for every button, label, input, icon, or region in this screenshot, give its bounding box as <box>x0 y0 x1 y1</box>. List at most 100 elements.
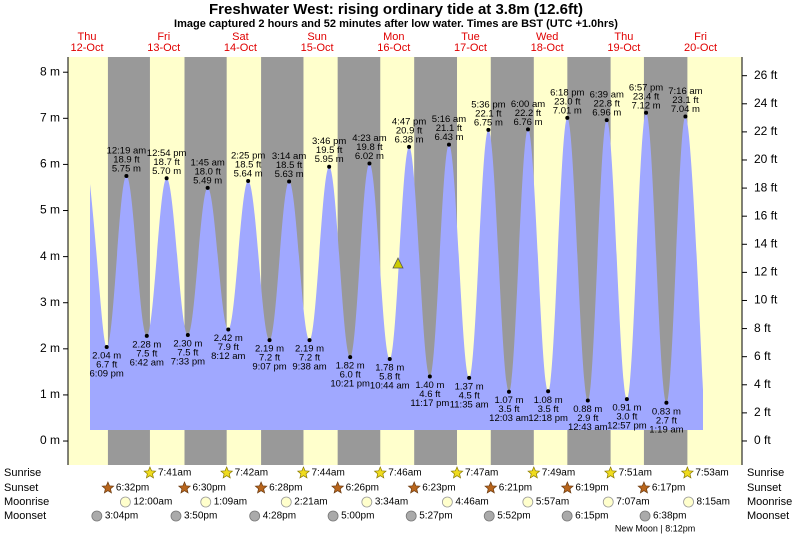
y2-tick-label: 6 ft <box>754 349 771 363</box>
moon-phase: New Moon | 8:12pm <box>615 523 695 533</box>
tide-m-label: 2.19 m <box>295 344 324 355</box>
low-tide-dot <box>585 398 590 403</box>
high-tide-dot <box>525 127 530 132</box>
moonrise-time: 8:15am <box>697 497 730 508</box>
tide-time: 2:25 pm <box>231 151 265 162</box>
moonset-time: 6:15pm <box>575 511 608 522</box>
moonset-time: 5:00pm <box>341 511 374 522</box>
moonset-time: 6:38pm <box>653 511 686 522</box>
tide-ft-label: 18.5 ft <box>235 160 262 171</box>
y2-tick-label: 4 ft <box>754 377 771 391</box>
tide-time: 10:44 am <box>370 380 410 391</box>
sunset-time: 6:23pm <box>422 483 455 494</box>
sunrise-icon <box>373 466 387 479</box>
sunrise-icon <box>527 466 541 479</box>
tide-time: 12:03 am <box>489 413 529 424</box>
tide-m-label: 5.95 m <box>315 154 344 165</box>
tide-m-label: 1.37 m <box>455 381 484 392</box>
moonrise-icon <box>119 496 131 508</box>
tide-m-label: 5.64 m <box>234 169 263 180</box>
high-tide-dot <box>124 173 129 178</box>
tide-area <box>90 112 703 430</box>
tide-time: 3:46 pm <box>312 136 346 147</box>
moonset-icon <box>639 510 651 522</box>
moonrise-icon <box>522 496 534 508</box>
moonset-icon <box>561 510 573 522</box>
y-tick-label: 4 m <box>40 249 60 263</box>
high-tide-dot <box>327 164 332 169</box>
low-tide-dot <box>267 338 272 343</box>
high-tide-dot <box>486 127 491 132</box>
moonset-icon <box>91 510 103 522</box>
chart-labels: 0 m 1 m 2 m 3 m 4 m 5 m 6 m 7 m 8 m 0 ft 2 ft 4 ft 6… <box>4 31 792 533</box>
y2-tick-label: 8 ft <box>754 321 771 335</box>
y2-tick-label: 22 ft <box>754 124 778 138</box>
tide-time: 5:36 pm <box>471 99 505 110</box>
tide-ft-label: 20.9 ft <box>396 125 423 136</box>
high-tide-dot <box>604 118 609 123</box>
row-label: Moonrise <box>4 496 49 508</box>
low-tide-dot <box>506 389 511 394</box>
high-tide-dot <box>683 114 688 119</box>
day-name: Fri <box>694 31 707 43</box>
moonrise-time: 12:00am <box>133 497 172 508</box>
tide-time: 1:45 am <box>191 157 225 168</box>
tide-ft-label: 3.5 ft <box>538 404 559 415</box>
current-tide-marker <box>392 257 404 269</box>
tide-ft-label: 23.1 ft <box>672 95 699 106</box>
row-label: Moonrise <box>747 496 792 508</box>
tide-m-label: 2.30 m <box>173 339 202 350</box>
low-tide-dot <box>104 344 109 349</box>
y-tick-label: 0 m <box>40 433 60 447</box>
moonrise-icon <box>441 496 453 508</box>
day-name: Fri <box>157 31 170 43</box>
tide-ft-label: 3.0 ft <box>616 412 637 423</box>
tide-m-label: 5.75 m <box>112 163 141 174</box>
tide-ft-label: 22.1 ft <box>475 108 502 119</box>
tide-time: 6:42 am <box>130 357 164 368</box>
tide-ft-label: 4.5 ft <box>459 390 480 401</box>
tide-ft-label: 7.2 ft <box>259 353 280 364</box>
y2-tick-label: 12 ft <box>754 265 778 279</box>
moonrise-time: 7:07am <box>616 497 649 508</box>
chart-subtitle: Image captured 2 hours and 52 minutes af… <box>174 18 618 30</box>
y-tick-label: 2 m <box>40 341 60 355</box>
moonrise-icon <box>602 496 614 508</box>
tide-m-label: 5.70 m <box>152 166 181 177</box>
sunset-time: 6:17pm <box>652 483 685 494</box>
tide-time: 10:21 pm <box>330 379 370 390</box>
sunrise-time: 7:53am <box>695 468 728 479</box>
y2-tick-label: 14 ft <box>754 236 778 250</box>
tide-ft-label: 2.7 ft <box>656 415 677 426</box>
y-tick-label: 5 m <box>40 203 60 217</box>
high-tide-dot <box>367 161 372 166</box>
moonset-time: 3:50pm <box>184 511 217 522</box>
day-name: Wed <box>536 31 558 43</box>
sunset-time: 6:32pm <box>116 483 149 494</box>
tide-ft-label: 21.1 ft <box>436 123 463 134</box>
tide-ft-label: 18.5 ft <box>276 160 303 171</box>
low-tide-dot <box>427 374 432 379</box>
sunset-time: 6:28pm <box>269 483 302 494</box>
day-name: Mon <box>383 31 404 43</box>
tide-m-label: 6.38 m <box>395 134 424 145</box>
low-tide-dot <box>307 338 312 343</box>
tide-area-group <box>90 112 703 430</box>
tide-ft-label: 23.4 ft <box>633 91 660 102</box>
tide-ft-label: 18.7 ft <box>153 157 180 168</box>
sunset-time: 6:26pm <box>346 483 379 494</box>
tide-m-label: 7.01 m <box>553 105 582 116</box>
day-name: Thu <box>78 31 97 43</box>
sunrise-icon <box>680 466 694 479</box>
sunrise-time: 7:51am <box>619 468 652 479</box>
tide-ft-label: 22.8 ft <box>594 99 621 110</box>
tide-time: 9:38 am <box>292 362 326 373</box>
tide-time: 3:14 am <box>272 151 306 162</box>
tide-time: 12:54 pm <box>147 148 187 159</box>
moonset-icon <box>483 510 495 522</box>
day-date: 18-Oct <box>531 42 564 54</box>
tide-ft-label: 6.7 ft <box>96 359 117 370</box>
sunrise-time: 7:41am <box>158 468 191 479</box>
low-tide-dot <box>387 356 392 361</box>
